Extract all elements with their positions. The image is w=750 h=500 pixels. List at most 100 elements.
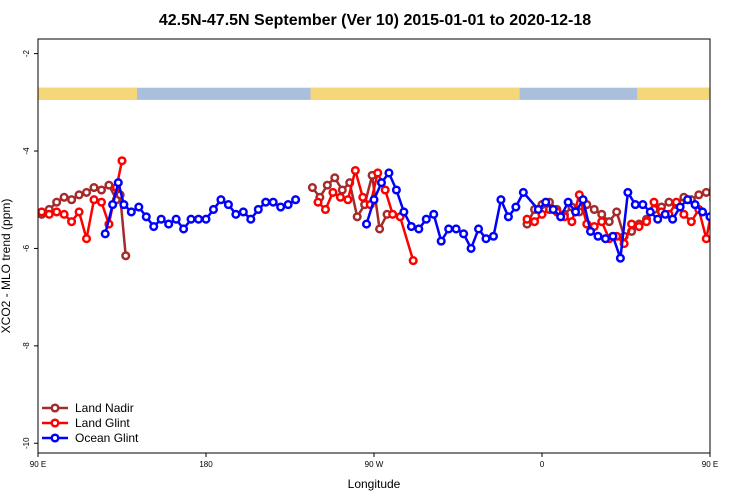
land-band-segment [38,87,137,100]
data-point [406,221,416,232]
data-point [38,207,47,217]
legend-marker [50,403,60,413]
data-point [320,204,331,215]
y-tick-label: -2 [22,50,31,58]
legend-marker [50,418,60,428]
data-point [328,187,338,197]
data-point [533,204,543,215]
data-point [276,202,286,212]
data-point [649,197,659,207]
data-point [193,214,204,224]
data-point [641,217,652,227]
data-point [343,195,353,205]
data-point [660,209,670,219]
data-point [623,187,633,197]
data-point [337,185,347,195]
data-point [686,217,696,227]
data-point [238,207,248,217]
data-point [597,209,607,219]
data-point [451,224,461,234]
data-point [615,253,625,263]
data-point [683,195,693,205]
data-point [604,217,614,227]
x-tick-label: 0 [540,460,545,469]
data-point [488,231,499,241]
data-point [675,202,685,212]
data-point [725,182,732,189]
data-point [518,187,528,197]
data-point [481,234,491,244]
data-point [117,156,127,166]
data-point [335,192,345,202]
data-point [141,212,151,222]
data-point [740,201,747,208]
legend-marker [50,433,60,443]
data-point [522,214,532,224]
data-point [627,219,637,229]
data-point [701,187,710,197]
x-tick-label: 180 [199,460,213,469]
data-point [89,183,99,193]
data-point [246,214,256,224]
data-point [742,252,749,259]
data-point [391,185,401,195]
data-point [89,195,99,205]
data-point [638,200,648,210]
data-point [231,209,241,219]
data-point [585,226,596,236]
data-point [100,229,110,239]
data-point [414,224,424,234]
data-point [630,200,640,210]
data-point [733,184,740,191]
data-point [578,195,588,205]
data-point [156,214,166,224]
data-point [330,173,340,183]
data-point [697,207,708,217]
data-point [59,209,69,219]
data-point [511,202,521,212]
data-point [735,179,742,186]
data-point [307,183,317,193]
y-tick-label: -6 [22,244,31,252]
data-point [201,214,211,224]
data-point [179,224,189,234]
data-point [733,196,740,203]
data-point [466,243,476,253]
data-point [571,207,581,217]
data-point [149,221,159,232]
data-point [634,221,644,232]
data-point [261,197,271,207]
data-point [709,197,710,203]
data-point [725,221,732,228]
y-tick-label: -8 [22,342,31,350]
data-point [350,165,360,176]
data-point [59,192,69,202]
y-tick-label: -10 [22,437,31,449]
data-point [376,178,387,188]
data-point [313,197,323,207]
data-point [361,219,372,229]
data-point [352,212,362,222]
data-point [729,201,736,208]
data-point [74,190,84,200]
data-point [718,199,725,206]
data-point [567,217,577,227]
data-point [496,195,506,205]
data-point [113,178,123,188]
data-point [108,200,118,210]
data-point [223,200,233,210]
data-point [679,209,689,219]
data-point [373,168,383,178]
data-point [556,212,566,222]
data-point [67,217,77,227]
data-point [563,197,573,207]
data-point [737,192,744,199]
data-point [714,211,721,218]
data-point [380,185,390,195]
data-point [664,197,674,207]
legend-label: Ocean Glint [75,431,139,445]
data-point [429,209,439,219]
data-point [126,207,136,217]
data-point [694,190,704,200]
